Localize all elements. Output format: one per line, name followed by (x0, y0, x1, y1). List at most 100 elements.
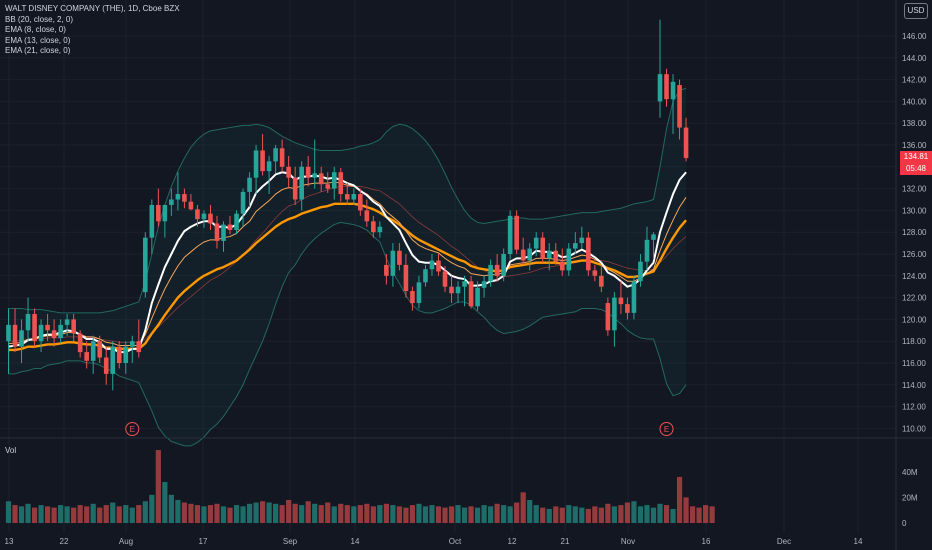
earnings-marker[interactable]: E (659, 422, 674, 436)
bollinger-upper (8, 87, 687, 314)
candle (631, 275, 637, 320)
candle (677, 79, 682, 140)
volume-bar (663, 505, 670, 523)
candle (612, 292, 617, 347)
volume-bar (409, 505, 416, 523)
candle (605, 297, 611, 336)
time-tick-label: 12 (508, 537, 517, 546)
volume-tick-label: 40M (902, 468, 918, 477)
price-tick-label: 146.00 (902, 32, 927, 41)
time-axis[interactable]: 13 22 Aug 17 Sep 14 Oct 12 21 Nov 16 Dec 14 (5, 537, 863, 546)
candle (664, 68, 669, 107)
candle (586, 232, 591, 276)
volume-bar (650, 507, 657, 523)
candle (143, 232, 148, 298)
price-tick-label: 138.00 (902, 119, 927, 128)
candle-body (45, 324, 50, 331)
volume-bar (474, 507, 481, 523)
earnings-marker[interactable]: E (125, 422, 140, 436)
volume-bar (71, 507, 77, 523)
candle-body (77, 333, 83, 353)
candle (247, 172, 252, 208)
candle (533, 232, 539, 257)
volume-bar (162, 482, 168, 523)
price-axis[interactable]: 146.00 144.00 142.00 140.00 138.00 136.00 134.… (902, 32, 927, 433)
candle-body (481, 281, 487, 288)
volume-bar (631, 501, 637, 523)
candle (188, 194, 194, 211)
candle-body (227, 224, 233, 231)
candle (136, 319, 142, 358)
candle (514, 210, 519, 254)
candle-body (631, 281, 637, 313)
volume-bar (201, 506, 207, 523)
candle-body (123, 346, 129, 363)
volume-bar (110, 502, 116, 523)
candle-body (540, 237, 546, 259)
volume-bar (696, 507, 702, 523)
volume-bar (207, 505, 214, 523)
candle-body (664, 74, 669, 100)
candle (32, 308, 37, 347)
candle-body (429, 260, 435, 270)
volume-bar (598, 507, 604, 523)
candle (19, 319, 24, 363)
candle (266, 155, 272, 195)
current-price-tag: 134.81 05:48 (900, 151, 932, 175)
price-tick-label: 126.00 (902, 250, 927, 259)
candle (299, 161, 304, 211)
volume-bar (709, 506, 715, 523)
time-tick-label: 16 (702, 537, 711, 546)
volume-bar (689, 506, 696, 523)
volume-bar (149, 494, 155, 523)
volume-label[interactable]: Vol (5, 446, 17, 455)
volume-bar (325, 502, 331, 523)
volume-bar (540, 507, 546, 523)
candle-body (514, 215, 519, 250)
volume-bar (396, 506, 402, 523)
candle (45, 313, 50, 342)
candle (397, 243, 402, 271)
volume-bar (233, 505, 240, 523)
candle-body (136, 341, 142, 353)
volume-bar (514, 502, 520, 523)
candle (97, 335, 103, 363)
volume-bar (611, 506, 617, 523)
symbol-title[interactable]: WALT DISNEY COMPANY (THE), 1D, Cboe BZX (5, 4, 180, 13)
volume-bar (605, 503, 611, 523)
candle-body (260, 150, 265, 172)
earnings-letter: E (664, 425, 669, 434)
time-tick-label: Dec (777, 537, 791, 546)
candle-body (423, 269, 428, 283)
legend-ema21[interactable]: EMA (21, close, 0) (5, 46, 71, 55)
candle-body (599, 275, 604, 287)
volume-bar (5, 501, 12, 523)
candle (351, 188, 357, 205)
price-tick-label: 120.00 (902, 315, 927, 324)
candle-body (279, 148, 285, 167)
candle-body (286, 166, 291, 178)
candle-body (64, 319, 70, 325)
volume-bar (84, 506, 90, 523)
currency-badge[interactable]: USD (904, 3, 928, 19)
candle-body (677, 85, 682, 128)
volume-bar (338, 503, 344, 523)
candle-body (501, 254, 506, 276)
volume-bar (377, 505, 383, 523)
candle (625, 297, 630, 320)
candle (208, 204, 213, 231)
candle-body (403, 264, 409, 292)
candle (423, 264, 428, 287)
legend-bb[interactable]: BB (20, close, 2, 0) (5, 14, 74, 24)
volume-bar (273, 503, 279, 523)
legend-ema13[interactable]: EMA (13, close, 0) (5, 35, 71, 45)
volume-bars (5, 450, 715, 523)
legend-ema8[interactable]: EMA (8, close, 0) (5, 25, 66, 34)
candle (599, 264, 604, 293)
volume-bar (520, 492, 526, 523)
candlestick-series (6, 19, 689, 391)
candle (214, 215, 220, 249)
candle-body (51, 330, 57, 338)
